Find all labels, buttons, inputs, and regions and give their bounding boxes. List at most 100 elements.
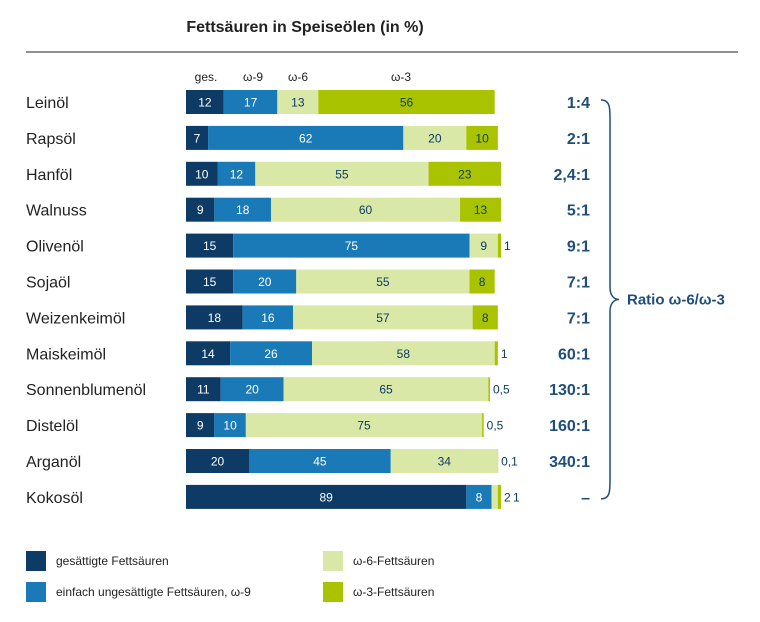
- bar-segment-o9: [208, 125, 404, 150]
- row-label: Arganöl: [26, 454, 81, 471]
- data-label-o9: 12: [230, 167, 244, 181]
- data-label-o9: 20: [245, 383, 259, 397]
- bar-segment-sat: [186, 125, 209, 150]
- data-label-o9: 62: [299, 131, 313, 145]
- ratio-value: 2,4:1: [554, 167, 591, 184]
- data-label-sat: 89: [319, 490, 333, 504]
- data-label-o6: 20: [428, 131, 442, 145]
- legend-label-sat: gesättigte Fettsäuren: [56, 554, 169, 568]
- bar-segment-o9: [214, 197, 272, 222]
- data-label-o9: 26: [264, 347, 278, 361]
- ratio-value: 2:1: [567, 131, 590, 148]
- ratio-group: 1:4 2:1 2,4:1 5:1 9:1 7:1 7:1 60:1 130:1 160:1 340…: [549, 95, 725, 507]
- column-header: ges.: [195, 70, 218, 84]
- data-label-o9: 75: [345, 239, 359, 253]
- row-label: Weizenkeimöl: [26, 310, 125, 327]
- bar-segment-o6: [277, 90, 319, 114]
- data-label-o6: 58: [397, 347, 411, 361]
- bar-segment-o6: [283, 377, 489, 402]
- row-label: Maiskeimöl: [26, 346, 106, 363]
- data-label-o3: 8: [479, 275, 486, 289]
- data-label-o9: 17: [244, 96, 258, 110]
- ratio-value: 9:1: [567, 239, 590, 256]
- data-label-sat: 10: [195, 167, 209, 181]
- legend-label-o9: einfach ungesättigte Fettsäuren, ω-9: [56, 585, 251, 599]
- data-label-o9: 10: [223, 419, 237, 433]
- column-headers: ges. ω-9 ω-6 ω-3: [195, 70, 412, 84]
- data-label-o3: 23: [458, 167, 472, 181]
- bar-segment-sat: [186, 377, 221, 402]
- data-label-o3: 56: [400, 96, 414, 110]
- bar-segment-o3: [494, 341, 498, 366]
- ratio-value: –: [581, 490, 590, 507]
- bar-segment-o6: [312, 341, 495, 366]
- bar-segment-o9: [233, 269, 297, 294]
- row-label: Leinöl: [26, 95, 69, 112]
- data-label-o6: 65: [379, 383, 393, 397]
- bar-segment-o3: [428, 161, 501, 186]
- bar-segment-o9: [233, 233, 470, 258]
- legend-label-o6: ω-6-Fettsäuren: [353, 554, 434, 568]
- bar-segment-sat: [186, 90, 224, 114]
- row-label: Walnuss: [26, 203, 87, 220]
- bar-segment-sat: [186, 413, 215, 438]
- bar-segment-o6: [491, 484, 498, 509]
- bar-segment-o9: [230, 341, 312, 366]
- ratio-brace: [600, 99, 620, 500]
- bar-segment-o6: [403, 125, 467, 150]
- data-label-sat: 20: [211, 455, 225, 469]
- ratio-value: 1:4: [567, 95, 590, 112]
- bar-segment-o3: [460, 197, 501, 222]
- data-label-o6: 13: [291, 96, 305, 110]
- data-label-o3: 1: [501, 347, 508, 361]
- bar-segment-o3: [472, 305, 498, 330]
- data-label-o6: 9: [480, 239, 487, 253]
- data-label-o6: 60: [359, 203, 373, 217]
- data-label-sat: 15: [203, 275, 217, 289]
- bar-segment-sat: [186, 233, 234, 258]
- bar-segment-o6: [296, 269, 470, 294]
- data-label-o3: 0,5: [487, 419, 504, 433]
- bar-segment-sat: [186, 484, 467, 509]
- bar-segment-o9: [220, 377, 284, 402]
- data-label-o9: 45: [313, 455, 327, 469]
- row-label: Rapsöl: [26, 131, 76, 148]
- bar-segment-o9: [214, 413, 246, 438]
- row-label: Olivenöl: [26, 239, 84, 256]
- bar-segment-sat: [186, 269, 234, 294]
- data-label-o3: 0,5: [493, 383, 510, 397]
- column-header: ω-6: [288, 70, 308, 84]
- ratio-value: 5:1: [567, 203, 590, 220]
- bar-segment-o6: [293, 305, 473, 330]
- bar-segment-o9: [242, 305, 294, 330]
- ratio-value: 7:1: [567, 310, 590, 327]
- ratio-value: 340:1: [549, 454, 590, 471]
- bar-segment-o3: [318, 90, 495, 114]
- data-label-o3: 10: [475, 131, 489, 145]
- data-label-o9: 16: [261, 311, 275, 325]
- bar-segment-o3: [482, 413, 484, 438]
- bar-segment-o6: [390, 449, 498, 473]
- bar-segment-o3: [488, 377, 490, 402]
- data-label-sat: 9: [197, 203, 204, 217]
- data-label-sat: 12: [198, 96, 212, 110]
- data-label-sat: 11: [197, 383, 210, 397]
- bar-segment-o3: [469, 269, 495, 294]
- bar-segment-sat: [186, 197, 215, 222]
- data-label-sat: 15: [203, 239, 217, 253]
- bar-segment-o3: [497, 484, 501, 509]
- data-label-o6: 55: [335, 167, 349, 181]
- row-label: Distelöl: [26, 418, 78, 435]
- data-label-sat: 9: [197, 419, 204, 433]
- ratio-value: 160:1: [549, 418, 590, 435]
- bar-segment-o3: [466, 125, 498, 150]
- bar-segment-o9: [223, 90, 278, 114]
- bar-segment-o6: [255, 161, 429, 186]
- data-label-o6: 57: [376, 311, 390, 325]
- column-header: ω-3: [391, 70, 411, 84]
- bar-segment-o9: [466, 484, 492, 509]
- row-label: Kokosöl: [26, 490, 83, 507]
- legend-label-o3: ω-3-Fettsäuren: [353, 585, 434, 599]
